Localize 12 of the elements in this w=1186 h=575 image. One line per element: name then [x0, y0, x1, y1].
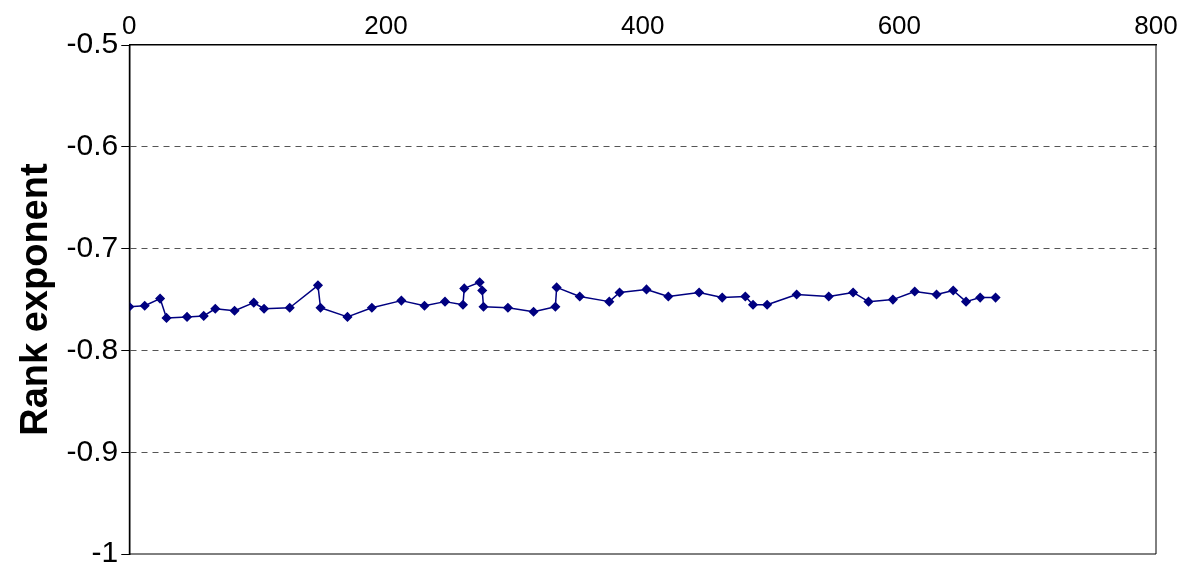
- x-tick-label: 400: [620, 9, 665, 40]
- y-tick-label: -0.7: [66, 229, 119, 263]
- y-tick-label: -0.5: [66, 26, 119, 60]
- x-tick-label: 800: [1134, 9, 1178, 40]
- y-tick-label: -0.6: [66, 128, 119, 162]
- y-axis-title: Rank exponent: [13, 163, 56, 436]
- x-tick-label: 600: [877, 9, 922, 40]
- x-tick-label: 0: [122, 9, 137, 40]
- y-tick-label: -0.9: [66, 433, 119, 467]
- x-tick-label: 200: [364, 9, 408, 40]
- y-tick-label: -1: [91, 535, 119, 569]
- y-tick-label: -0.8: [66, 331, 119, 365]
